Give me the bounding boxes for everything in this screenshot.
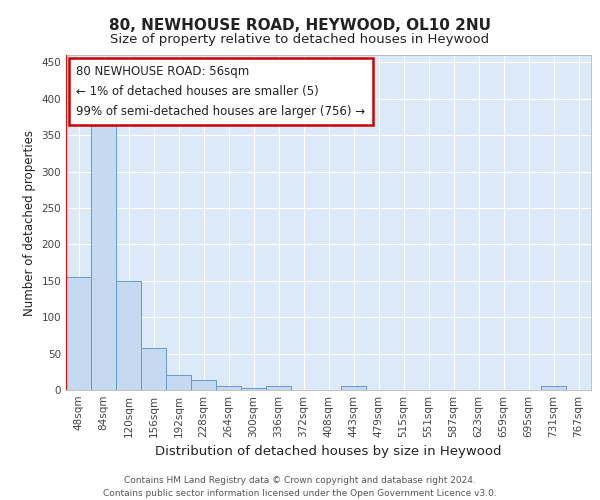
Bar xyxy=(216,386,241,390)
Bar xyxy=(541,386,566,390)
Bar xyxy=(116,281,141,390)
Text: 80, NEWHOUSE ROAD, HEYWOOD, OL10 2NU: 80, NEWHOUSE ROAD, HEYWOOD, OL10 2NU xyxy=(109,18,491,32)
Bar xyxy=(266,386,291,390)
Text: Contains HM Land Registry data © Crown copyright and database right 2024.
Contai: Contains HM Land Registry data © Crown c… xyxy=(103,476,497,498)
Text: 80 NEWHOUSE ROAD: 56sqm
← 1% of detached houses are smaller (5)
99% of semi-deta: 80 NEWHOUSE ROAD: 56sqm ← 1% of detached… xyxy=(77,65,365,118)
Bar xyxy=(141,348,166,390)
Y-axis label: Number of detached properties: Number of detached properties xyxy=(23,130,36,316)
X-axis label: Distribution of detached houses by size in Heywood: Distribution of detached houses by size … xyxy=(155,446,502,458)
Bar xyxy=(191,380,216,390)
Text: Size of property relative to detached houses in Heywood: Size of property relative to detached ho… xyxy=(110,32,490,46)
Bar xyxy=(66,277,91,390)
Bar xyxy=(91,124,116,390)
Bar xyxy=(166,376,191,390)
Bar xyxy=(241,388,266,390)
Bar xyxy=(341,386,366,390)
